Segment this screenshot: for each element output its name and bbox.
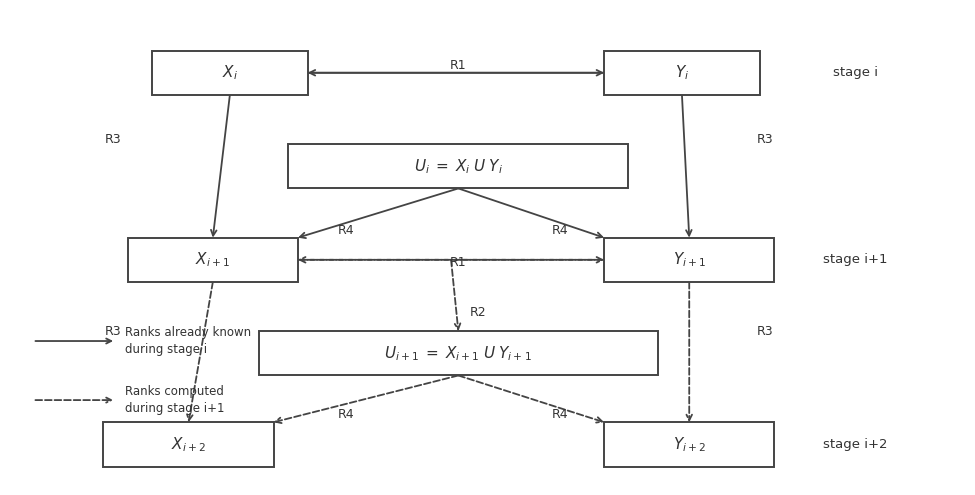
Bar xyxy=(103,422,274,467)
Text: R4: R4 xyxy=(338,408,355,421)
Text: Ranks already known
during stage i: Ranks already known during stage i xyxy=(125,326,251,356)
Text: stage i+1: stage i+1 xyxy=(823,253,887,266)
Bar xyxy=(152,50,308,95)
Text: R4: R4 xyxy=(552,224,568,237)
Text: $U_{i}\;=\;X_{i}\;U\;Y_{i}$: $U_{i}\;=\;X_{i}\;U\;Y_{i}$ xyxy=(413,157,503,176)
Text: R1: R1 xyxy=(450,256,467,269)
Text: R3: R3 xyxy=(757,325,773,338)
Text: R4: R4 xyxy=(338,224,355,237)
Bar xyxy=(604,422,774,467)
Text: $X_{i+2}$: $X_{i+2}$ xyxy=(172,435,206,454)
Text: $Y_{i}$: $Y_{i}$ xyxy=(675,63,689,82)
Text: R3: R3 xyxy=(757,133,773,146)
Text: R2: R2 xyxy=(470,306,487,319)
Bar xyxy=(289,144,629,189)
Text: stage i: stage i xyxy=(833,66,878,79)
Bar xyxy=(604,50,760,95)
Text: Ranks computed
during stage i+1: Ranks computed during stage i+1 xyxy=(125,385,224,415)
Text: stage i+2: stage i+2 xyxy=(823,438,887,451)
Text: $X_{i}$: $X_{i}$ xyxy=(222,63,238,82)
Text: $Y_{i+1}$: $Y_{i+1}$ xyxy=(673,250,706,269)
Text: R4: R4 xyxy=(552,408,568,421)
Text: $U_{i+1}\;=\;X_{i+1}\;U\;Y_{i+1}$: $U_{i+1}\;=\;X_{i+1}\;U\;Y_{i+1}$ xyxy=(384,344,532,363)
Text: R3: R3 xyxy=(105,325,122,338)
Text: $Y_{i+2}$: $Y_{i+2}$ xyxy=(673,435,706,454)
Text: $X_{i+1}$: $X_{i+1}$ xyxy=(195,250,230,269)
Bar xyxy=(604,238,774,282)
Text: R1: R1 xyxy=(450,59,467,72)
Bar xyxy=(128,238,298,282)
Bar xyxy=(259,331,658,376)
Text: R3: R3 xyxy=(105,133,122,146)
